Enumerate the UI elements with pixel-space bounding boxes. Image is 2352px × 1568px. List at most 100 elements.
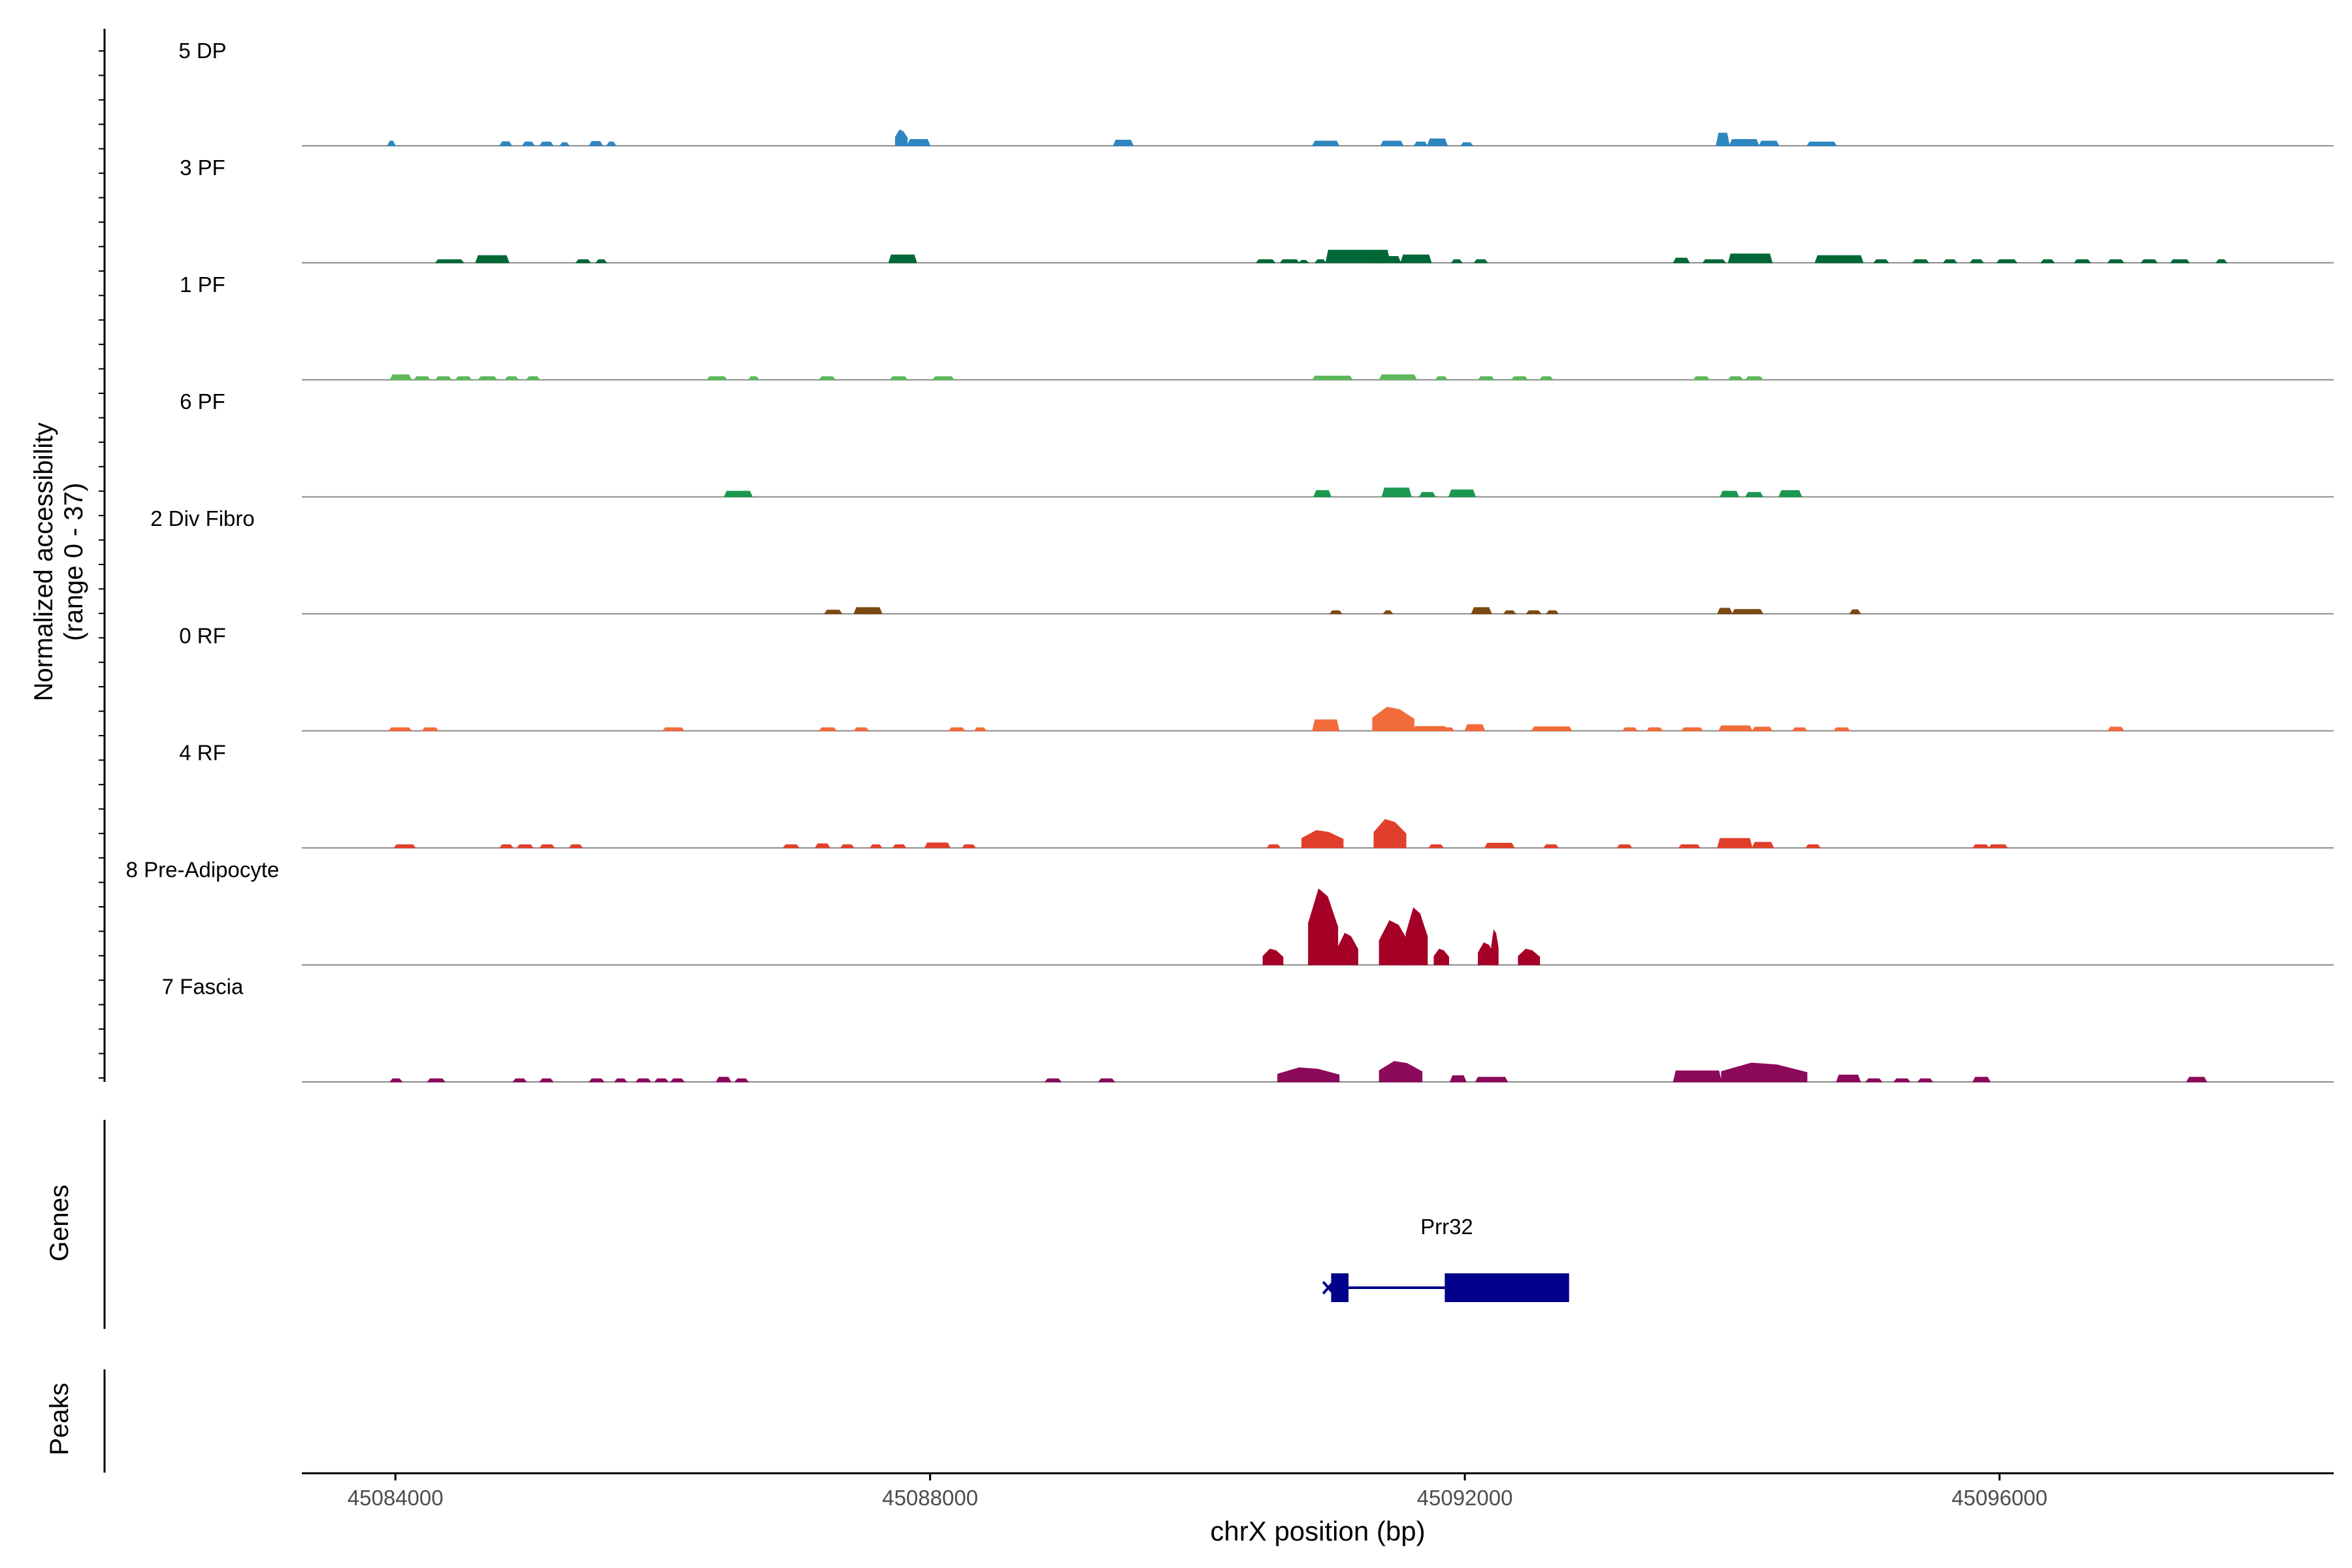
x-tick-label: 45096000 <box>1952 1486 2048 1510</box>
gene-strand-marker <box>1322 1281 1335 1295</box>
coverage-peak <box>1381 487 1412 497</box>
coverage-peak <box>539 141 554 146</box>
coverage-peak <box>961 844 977 849</box>
coverage-peak <box>1098 1078 1116 1083</box>
gene-name-label: Prr32 <box>1420 1215 1473 1239</box>
coverage-peak <box>1673 1070 1722 1083</box>
coverage-peak <box>498 141 513 146</box>
coverage-peak <box>1475 1077 1509 1083</box>
coverage-peak <box>1413 141 1428 146</box>
x-axis-ticks: 45084000 45088000 45092000 45096000 <box>348 1473 2048 1510</box>
track-label: 1 PF <box>180 272 225 297</box>
coverage-peak <box>1912 259 1930 263</box>
track-label: 3 PF <box>180 155 225 180</box>
coverage-peak <box>2074 259 2091 263</box>
coverage-peak <box>747 376 760 380</box>
coverage-peak <box>1678 844 1701 849</box>
coverage-peak <box>1382 610 1394 615</box>
coverage-peak <box>606 141 617 146</box>
coverage-peak <box>1449 1075 1467 1083</box>
coverage-peak <box>1450 259 1463 263</box>
coverage-peak <box>1996 259 2018 263</box>
coverage-peak <box>670 1078 685 1083</box>
coverage-peak <box>1379 374 1418 380</box>
coverage-tracks: 5 DP 3 PF 1 PF 6 PF 2 Div Fibro 0 RF 4 RF 8 Pre… <box>126 39 2334 1083</box>
coverage-peak <box>1266 844 1281 849</box>
coverage-peak <box>1477 376 1495 380</box>
coverage-peak <box>475 255 510 263</box>
coverage-peak <box>932 376 955 380</box>
coverage-peak <box>1372 706 1414 732</box>
coverage-peak <box>1379 920 1409 966</box>
coverage-peak <box>1337 932 1358 966</box>
coverage-peak <box>1531 726 1573 732</box>
coverage-peak <box>434 376 453 380</box>
coverage-peak <box>393 844 416 849</box>
coverage-peak <box>1311 376 1354 380</box>
coverage-peak <box>1972 844 1990 849</box>
coverage-peak <box>1805 844 1821 849</box>
coverage-peak <box>2140 259 2158 263</box>
coverage-peak <box>1503 610 1516 615</box>
coverage-peak <box>1778 490 1803 497</box>
coverage-peak <box>818 727 838 732</box>
coverage-peak <box>413 376 431 380</box>
coverage-peak <box>2107 727 2125 732</box>
coverage-peak <box>1721 1062 1808 1083</box>
coverage-peak <box>1758 140 1780 146</box>
track-label: 4 RF <box>179 740 226 764</box>
genes-axis-title: Genes <box>45 1184 74 1262</box>
coverage-peak <box>1433 949 1450 966</box>
coverage-peak <box>1716 608 1733 615</box>
coverage-peak <box>1412 726 1448 732</box>
coverage-peak <box>1427 138 1448 146</box>
coverage-peak <box>516 844 534 849</box>
coverage-peak <box>1988 844 2008 849</box>
coverage-peak <box>1314 259 1327 263</box>
coverage-peak <box>1464 724 1486 732</box>
coverage-peak <box>1371 256 1401 263</box>
coverage-peak <box>973 727 987 732</box>
coverage-peak <box>888 254 917 263</box>
coverage-peak <box>635 1078 652 1083</box>
coverage-peak <box>1718 725 1753 732</box>
gene-exon <box>1445 1273 1569 1302</box>
coverage-peak <box>1379 1061 1423 1083</box>
coverage-peak <box>427 1078 446 1083</box>
coverage-peak <box>1405 907 1428 966</box>
coverage-peak <box>1680 727 1704 732</box>
coverage-peak <box>1428 844 1445 849</box>
coverage-peak <box>2186 1077 2208 1083</box>
track-label: 8 Pre-Adipocyte <box>126 858 280 882</box>
coverage-peak <box>498 844 514 849</box>
coverage-peak <box>1511 376 1529 380</box>
coverage-peak <box>568 844 583 849</box>
gene-prr32: Prr32 <box>1322 1215 1569 1302</box>
coverage-peak <box>2107 259 2125 263</box>
coverage-peak <box>1448 489 1477 497</box>
coverage-peak <box>387 140 397 146</box>
track-label: 7 Fascia <box>162 975 244 999</box>
coverage-peak <box>654 1078 669 1083</box>
coverage-peak <box>1255 259 1276 263</box>
coverage-peak <box>824 610 843 615</box>
coverage-peak <box>1277 1067 1340 1083</box>
track-6-pf: 6 PF <box>180 389 2334 498</box>
coverage-peak <box>1262 949 1284 966</box>
coverage-peak <box>2040 259 2055 263</box>
peaks-axis-title: Peaks <box>45 1382 74 1455</box>
coverage-peak <box>1279 259 1300 263</box>
coverage-peak <box>525 376 541 380</box>
coverage-peak <box>1972 1077 1991 1083</box>
coverage-peak <box>1518 949 1541 966</box>
coverage-peak <box>1969 259 1984 263</box>
coverage-peak <box>1616 844 1633 849</box>
x-tick-label: 45088000 <box>882 1486 978 1510</box>
coverage-peak <box>1717 838 1753 849</box>
coverage-peak <box>1329 610 1343 615</box>
coverage-peak <box>869 844 883 849</box>
coverage-peak <box>559 142 570 146</box>
coverage-peak <box>1312 719 1340 732</box>
coverage-peak <box>1418 492 1436 497</box>
